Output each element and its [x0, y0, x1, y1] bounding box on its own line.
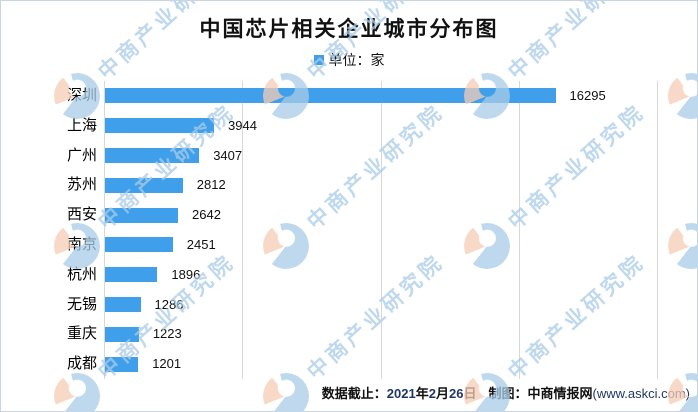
bar-row: 无锡 1286 — [67, 290, 664, 320]
value-label: 2642 — [192, 207, 221, 223]
bar-row: 杭州 1896 — [67, 260, 664, 290]
legend-swatch — [313, 55, 324, 65]
category-label: 广州 — [66, 146, 97, 164]
category-label: 西安 — [66, 206, 97, 224]
value-label: 2812 — [196, 177, 226, 193]
bar — [105, 356, 139, 372]
bar — [105, 88, 556, 104]
value-label: 1223 — [152, 326, 182, 342]
bar — [105, 237, 173, 253]
date-part: 2021 — [386, 386, 416, 401]
category-label: 深圳 — [66, 87, 97, 104]
date-part: 2 — [428, 386, 436, 401]
author-site: (www.askci.com) — [592, 386, 690, 401]
legend-label: 单位：家 — [328, 52, 385, 68]
bar — [105, 326, 139, 342]
gridline — [242, 81, 244, 379]
date-part: 年 — [415, 386, 429, 401]
bar-row: 西安 2642 — [67, 200, 664, 230]
gridline — [380, 81, 382, 379]
category-label: 无锡 — [66, 295, 97, 313]
date-part: 日 — [463, 386, 477, 401]
gridline — [657, 81, 658, 379]
chart-title: 中国芯片相关企业城市分布图 — [199, 18, 499, 41]
category-label: 杭州 — [66, 265, 97, 283]
bar — [105, 207, 179, 223]
value-label: 16295 — [569, 88, 606, 103]
bar-row: 上海 3944 — [67, 111, 664, 141]
category-label: 成都 — [66, 355, 97, 373]
bar — [105, 147, 200, 163]
value-label: 3944 — [228, 117, 257, 133]
category-label: 上海 — [66, 116, 97, 134]
bar-row: 重庆 1223 — [67, 319, 664, 349]
bar-row: 成都 1201 — [67, 349, 664, 379]
legend: 单位：家 — [1, 50, 697, 70]
bar-row: 广州 3407 — [67, 141, 664, 171]
footer: 数据截止：2021年2月26日 制图：中商情报网(www.askci.com) — [1, 383, 690, 402]
bar — [105, 296, 141, 312]
author-name: 中商情报网 — [527, 386, 593, 401]
value-label: 3407 — [213, 147, 243, 163]
bar — [105, 177, 183, 193]
author-label: 制图： — [488, 386, 528, 401]
value-label: 1896 — [171, 266, 201, 282]
value-label: 2451 — [186, 237, 216, 252]
category-label: 苏州 — [66, 176, 97, 194]
data-cutoff-date: 2021年2月26日 — [387, 386, 477, 401]
bar-row: 苏州 2812 — [67, 170, 664, 200]
data-cutoff-label: 数据截止： — [321, 386, 387, 401]
plot-area: 深圳 16295 上海 3944 广州 3407 苏州 2812 西安 2642 南京 2451 杭州 1… — [67, 81, 664, 379]
category-label: 南京 — [66, 236, 97, 253]
bar — [105, 118, 215, 134]
date-part: 月 — [435, 386, 449, 401]
bar-row: 南京 2451 — [67, 230, 664, 260]
category-label: 重庆 — [66, 325, 97, 343]
bar-row: 深圳 16295 — [67, 81, 664, 111]
date-part: 26 — [448, 386, 464, 401]
bar — [105, 267, 158, 283]
value-label: 1286 — [154, 296, 184, 312]
value-label: 1201 — [152, 356, 182, 372]
